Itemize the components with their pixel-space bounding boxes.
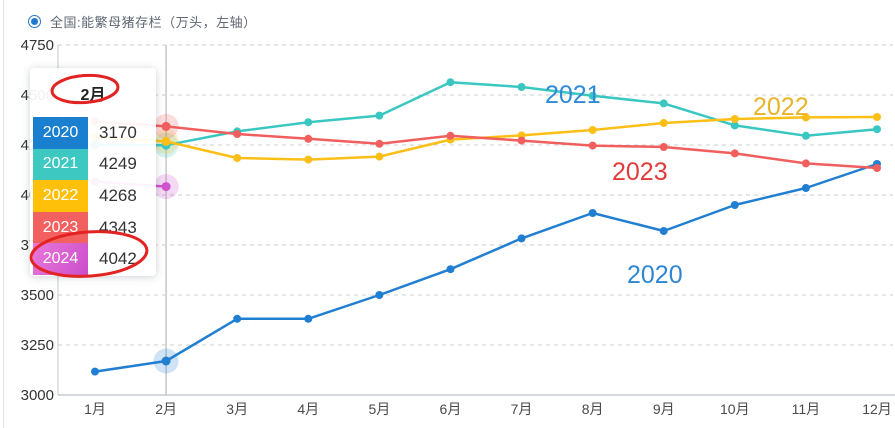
data-point-2023-8月[interactable]	[588, 141, 597, 150]
series-selector[interactable]: 全国:能繁母猪存栏（万头，左轴）	[28, 12, 257, 31]
data-point-2022-2月[interactable]	[161, 136, 171, 146]
data-point-2021-6月[interactable]	[446, 78, 455, 87]
x-tick-label: 9月	[653, 401, 675, 417]
data-point-2023-6月[interactable]	[446, 131, 455, 140]
series-label-2023: 2023	[612, 158, 668, 186]
data-point-2023-10月[interactable]	[730, 149, 739, 158]
radio-selected-icon[interactable]	[28, 15, 41, 28]
tooltip-value: 4268	[99, 185, 137, 205]
series-2023-line[interactable]	[94, 120, 878, 170]
y-tick-label: 3250	[21, 337, 54, 354]
x-tick-label: 7月	[511, 401, 533, 417]
data-point-2021-7月[interactable]	[517, 83, 526, 91]
data-point-2023-12月[interactable]	[873, 164, 881, 172]
series-label-2021: 2021	[545, 81, 601, 109]
tooltip-value: 4249	[99, 154, 137, 174]
x-tick-label: 8月	[582, 401, 604, 417]
data-point-2020-5月[interactable]	[375, 291, 384, 299]
panel-left-border	[3, 0, 4, 428]
data-point-2021-11月[interactable]	[801, 131, 810, 140]
data-point-2023-4月[interactable]	[304, 134, 313, 143]
series-2020-line[interactable]	[94, 162, 878, 373]
tooltip-value: 3170	[99, 122, 137, 142]
x-tick-label: 3月	[226, 401, 248, 417]
data-point-2021-8月[interactable]	[588, 91, 597, 100]
data-point-2023-2月[interactable]	[161, 121, 171, 131]
x-tick-label: 5月	[368, 401, 390, 417]
y-tick-label: 3500	[21, 287, 54, 304]
x-tick-label: 2月	[155, 401, 177, 417]
data-point-2023-11月[interactable]	[801, 159, 810, 168]
data-point-2020-7月[interactable]	[517, 234, 526, 243]
tooltip-row: 2024 4042	[33, 243, 156, 275]
data-point-2022-4月[interactable]	[304, 155, 313, 164]
year-chip: 2021	[33, 148, 88, 181]
data-point-2024-2月[interactable]	[161, 182, 171, 192]
data-point-2020-4月[interactable]	[304, 314, 313, 323]
data-point-2020-10月[interactable]	[730, 201, 739, 209]
tooltip-rows: 2020 3170 2021 4249 2022 4268 2023 4343 2024 4042	[33, 117, 156, 275]
data-point-2020-1月[interactable]	[91, 367, 99, 376]
year-chip: 2020	[33, 117, 88, 149]
data-point-2020-6月[interactable]	[446, 265, 455, 274]
data-point-2022-9月[interactable]	[659, 119, 668, 127]
data-point-2020-2月[interactable]	[161, 356, 171, 366]
data-point-2022-12月[interactable]	[873, 113, 881, 121]
tooltip-row: 2022 4268	[33, 180, 156, 212]
y-tick-label: 3000	[21, 387, 54, 404]
data-point-2022-3月[interactable]	[233, 154, 242, 162]
data-point-2022-10月[interactable]	[730, 115, 739, 123]
y-tick-label: 4750	[21, 37, 54, 54]
radio-dot	[31, 18, 38, 25]
data-point-2020-9月[interactable]	[659, 227, 668, 235]
tooltip-value: 4343	[99, 217, 137, 237]
data-point-2023-9月[interactable]	[659, 143, 668, 151]
data-point-2021-12月[interactable]	[873, 125, 881, 134]
data-point-2023-7月[interactable]	[517, 136, 526, 145]
data-point-2023-3月[interactable]	[233, 130, 242, 138]
tooltip-row: 2023 4343	[33, 211, 156, 244]
year-chip: 2022	[33, 180, 88, 212]
data-point-2023-5月[interactable]	[375, 139, 384, 148]
series-label-2022: 2022	[753, 93, 809, 121]
data-point-2022-8月[interactable]	[588, 126, 597, 134]
series-label-2020: 2020	[627, 261, 683, 289]
tooltip-row: 2020 3170	[33, 117, 156, 149]
x-tick-label: 6月	[440, 401, 462, 417]
data-point-2020-11月[interactable]	[801, 184, 810, 192]
data-point-2021-9月[interactable]	[659, 99, 668, 108]
data-point-2021-4月[interactable]	[304, 118, 313, 127]
tooltip-row: 2021 4249	[33, 148, 156, 181]
x-tick-label: 11月	[792, 401, 821, 417]
legend-label: 全国:能繁母猪存栏（万头，左轴）	[50, 15, 257, 30]
tooltip-value: 4042	[99, 249, 137, 269]
x-tick-label: 12月	[862, 401, 892, 417]
data-point-2021-5月[interactable]	[375, 111, 384, 120]
tooltip: 2月 2020 3170 2021 4249 2022 4268 2023 4343 2024 4…	[30, 68, 156, 276]
data-point-2020-3月[interactable]	[233, 314, 242, 323]
x-tick-label: 1月	[84, 401, 106, 417]
data-point-2022-11月[interactable]	[801, 113, 810, 122]
data-point-2021-10月[interactable]	[730, 121, 739, 130]
data-point-2022-5月[interactable]	[375, 152, 384, 161]
x-tick-label: 4月	[297, 401, 319, 417]
x-tick-label: 10月	[720, 401, 750, 417]
data-point-2020-8月[interactable]	[588, 209, 597, 217]
year-chip: 2024	[33, 243, 88, 275]
year-chip: 2023	[33, 211, 88, 244]
tooltip-title: 2月	[80, 87, 106, 104]
